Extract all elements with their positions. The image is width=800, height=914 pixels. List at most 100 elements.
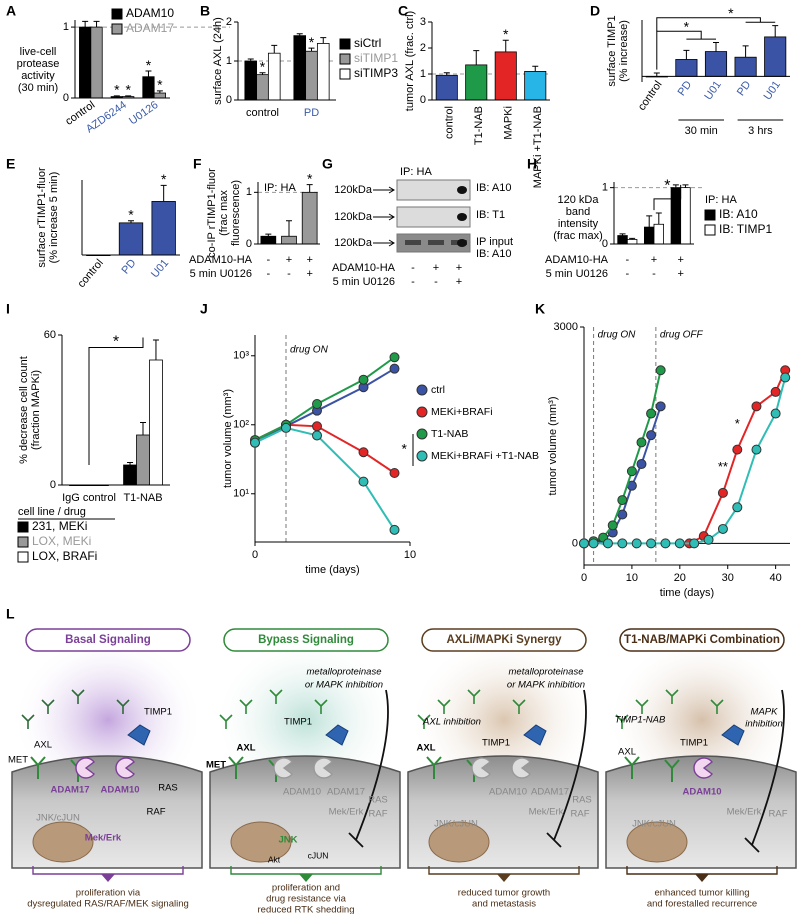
bar: [316, 43, 330, 101]
series-line: [583, 406, 662, 545]
data-point: [660, 538, 671, 549]
inhibition: [744, 689, 785, 853]
data-point: [636, 459, 647, 470]
receptor: [314, 699, 328, 714]
bar: [244, 60, 258, 101]
timp1: [523, 724, 547, 746]
column-title: Basal Signaling: [65, 634, 151, 646]
bar: [305, 50, 318, 101]
legend-swatch: [704, 224, 716, 236]
error-bar: [93, 20, 100, 28]
receptor: [417, 714, 431, 729]
y-axis-label: intensity: [558, 218, 599, 230]
series-line: [688, 369, 787, 545]
diagram-label: TIMP1: [482, 738, 510, 749]
y-axis-label: live-cell: [20, 46, 57, 58]
receptor: [635, 699, 649, 714]
y-axis-label: activity: [21, 70, 55, 82]
adam: [115, 757, 135, 779]
y-axis-label: fluorescence): [230, 180, 242, 246]
x-tick-label: U01: [149, 257, 171, 280]
data-point: [631, 538, 642, 549]
legend-label: siCtrl: [354, 36, 381, 50]
error-bar: [306, 184, 313, 193]
significance-label: *: [161, 171, 167, 187]
condition-value: -: [411, 276, 415, 288]
diagram-label: RAF: [769, 809, 788, 820]
legend-swatch: [17, 551, 29, 563]
receptor: [467, 689, 481, 704]
panel-letter: G: [322, 156, 333, 172]
condition-label: 5 min U0126: [190, 268, 252, 280]
diagram-label: ADAM17: [531, 787, 569, 798]
data-point: [646, 408, 657, 419]
diagram-label: RAF: [571, 809, 590, 820]
legend-label: LOX, MEKi: [32, 534, 91, 548]
condition-value: -: [287, 268, 291, 280]
data-point: [358, 476, 369, 487]
legend-title: IP: HA: [705, 194, 737, 206]
label: *: [402, 441, 408, 457]
legend-swatch: [416, 428, 428, 440]
diagram-label: or MAPK inhibition: [507, 680, 585, 691]
x-tick-label: control: [75, 257, 105, 290]
data-point: [717, 523, 728, 534]
diagram-label: MAPK: [751, 707, 779, 718]
arrow: [373, 213, 395, 221]
data-point: [732, 444, 743, 455]
timp1: [721, 724, 745, 746]
data-point: [389, 524, 400, 535]
y-tick-label: 1: [63, 21, 69, 33]
x-tick-label: IgG control: [62, 492, 116, 504]
data-point: [732, 502, 743, 513]
data-point: [636, 437, 647, 448]
x-tick-label: U0126: [127, 99, 160, 127]
caption: proliferation and: [272, 883, 340, 894]
panel-letter: A: [6, 3, 16, 19]
error-bar: [113, 95, 120, 97]
receptor: [116, 699, 130, 714]
timp1: [325, 724, 349, 746]
data-point: [770, 408, 781, 419]
diagram-label: RAS: [368, 795, 388, 806]
caption: and metastasis: [472, 899, 536, 910]
membrane-receptor: [664, 759, 680, 782]
legend-swatch: [339, 38, 351, 50]
legend-swatch: [339, 68, 351, 80]
diagram-label: RAF: [147, 807, 166, 818]
bar: [90, 26, 103, 99]
data-point: [602, 538, 613, 549]
condition-value: -: [625, 254, 629, 266]
bar: [267, 52, 281, 101]
caption-arrow: [101, 874, 115, 882]
y-tick-label: 1: [226, 55, 232, 67]
bracket: [653, 184, 682, 211]
error-bar: [672, 184, 679, 188]
error-bar: [247, 58, 254, 61]
diagram-label: Akt: [268, 854, 281, 864]
bar: [256, 74, 269, 101]
y-tick-label: 0: [420, 94, 426, 106]
legend-swatch: [111, 23, 123, 35]
receptor: [239, 699, 253, 714]
data-point: [607, 520, 618, 531]
error-bar: [259, 72, 266, 75]
error-bar: [125, 95, 132, 97]
title-pill: [619, 628, 785, 652]
y-axis-label: (frac max): [553, 230, 603, 242]
bracket: [656, 30, 716, 70]
condition-value: +: [456, 276, 462, 288]
x-tick-label: 0: [581, 572, 587, 584]
y-axis-label: tumor volume (mm³): [222, 389, 234, 488]
error-bar: [713, 42, 719, 52]
legend-label: ADAM10: [126, 6, 174, 20]
y-axis-label: (% increase 5 min): [48, 172, 60, 264]
error-bar: [152, 339, 159, 360]
membrane-receptor: [426, 756, 442, 779]
significance-label: *: [125, 82, 131, 98]
diagram-label: Mek/Erk: [329, 807, 364, 818]
adam: [511, 757, 531, 779]
bar: [653, 223, 665, 245]
error-bar: [532, 65, 539, 72]
